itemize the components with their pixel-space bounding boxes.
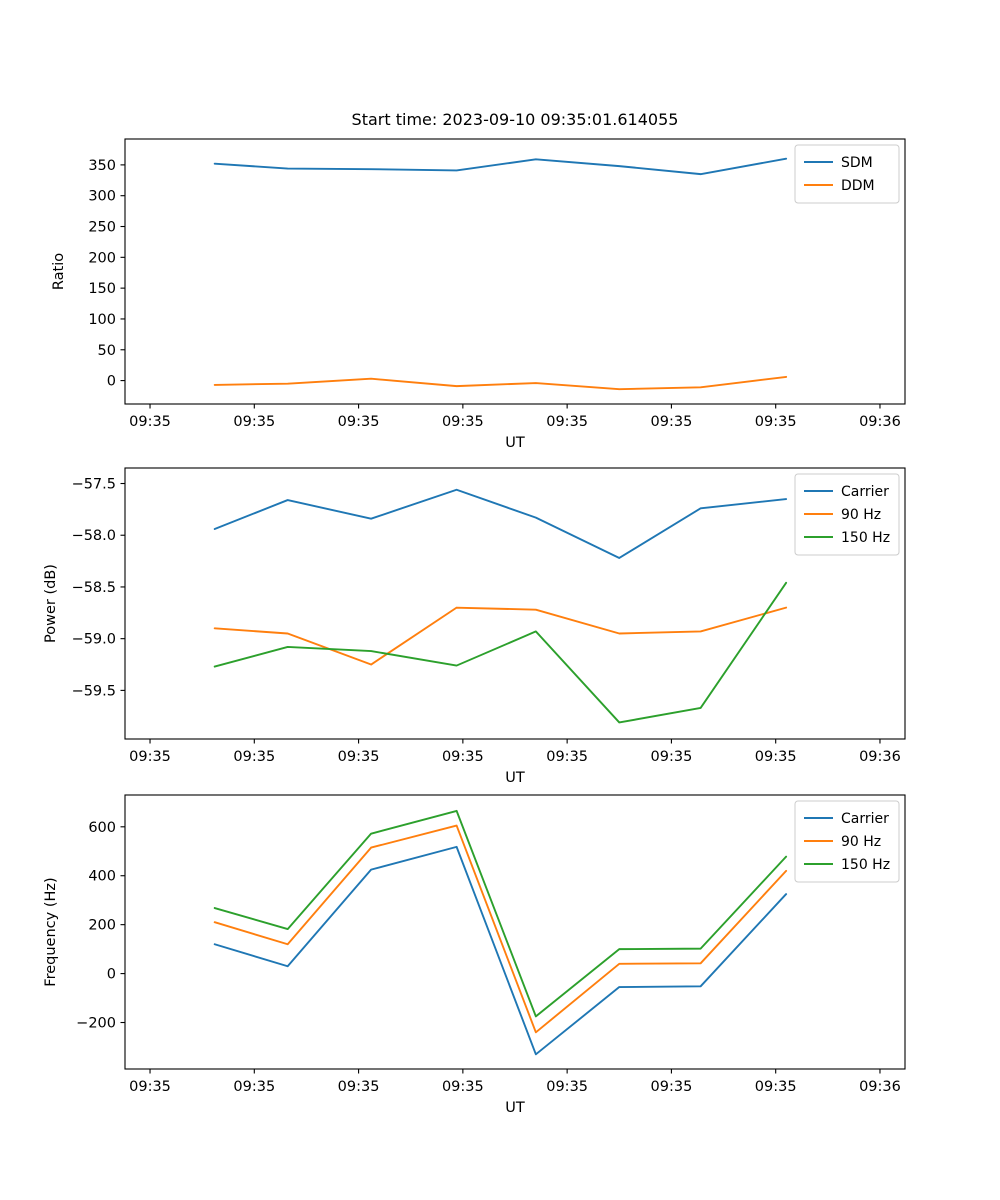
- y-axis-label: Power (dB): [43, 564, 59, 643]
- y-axis-label: Ratio: [51, 253, 67, 290]
- x-tick-label: 09:35: [651, 749, 693, 765]
- legend-label-0: Carrier: [841, 811, 889, 827]
- y-tick-label: 400: [88, 869, 116, 885]
- legend: Carrier 90 Hz 150 Hz: [794, 800, 900, 883]
- series-line-ddm: [213, 375, 788, 391]
- y-tick-label: −57.5: [72, 477, 116, 493]
- x-tick-label: 09:35: [233, 1079, 275, 1095]
- x-tick-label: 09:35: [442, 749, 484, 765]
- axes-spines: [124, 467, 906, 740]
- series-line-150-hz: [213, 581, 788, 724]
- x-tick-label: 09:35: [338, 1079, 380, 1095]
- series-line-90-hz: [213, 606, 788, 666]
- panel-power: 09:35 09:35 09:35 09:35 09:35 09:35 09:35 09:36…: [43, 467, 906, 786]
- x-tick-label: 09:35: [129, 749, 171, 765]
- x-tick-label: 09:35: [755, 1079, 797, 1095]
- legend-label-2: 150 Hz: [841, 857, 890, 873]
- x-tick-label: 09:35: [129, 1079, 171, 1095]
- legend-label-0: SDM: [841, 155, 873, 171]
- x-tick-label: 09:36: [859, 749, 901, 765]
- series-line-carrier: [213, 845, 788, 1056]
- x-axis-label: UT: [505, 1100, 525, 1116]
- x-tick-label: 09:35: [338, 749, 380, 765]
- y-tick-label: 100: [88, 312, 116, 328]
- series-line-150-hz: [213, 809, 788, 1018]
- x-tick-label: 09:36: [859, 1079, 901, 1095]
- y-tick-label: 250: [88, 220, 116, 236]
- legend-box: [794, 473, 900, 556]
- y-tick-label: 150: [88, 281, 116, 297]
- y-axis-label: Frequency (Hz): [43, 877, 59, 986]
- legend-label-1: 90 Hz: [841, 834, 881, 850]
- y-tick-label: 0: [107, 374, 116, 390]
- y-tick-label: 300: [88, 189, 116, 205]
- x-tick-label: 09:35: [129, 414, 171, 430]
- panel-ratio: Start time: 2023-09-10 09:35:01.614055 09…: [51, 110, 906, 451]
- y-tick-label: 50: [98, 343, 116, 359]
- y-tick-label: −58.5: [72, 580, 116, 596]
- y-tick-label: 600: [88, 820, 116, 836]
- y-tick-label: −200: [76, 1016, 116, 1032]
- legend-label-0: Carrier: [841, 484, 889, 500]
- x-tick-label: 09:36: [859, 414, 901, 430]
- series-line-carrier: [213, 488, 788, 559]
- y-tick-label: 200: [88, 918, 116, 934]
- x-tick-label: 09:35: [338, 414, 380, 430]
- x-tick-label: 09:35: [442, 1079, 484, 1095]
- y-tick-label: −59.5: [72, 683, 116, 699]
- axes-spines: [124, 794, 906, 1070]
- legend-label-1: 90 Hz: [841, 507, 881, 523]
- x-tick-label: 09:35: [442, 414, 484, 430]
- x-tick-label: 09:35: [233, 749, 275, 765]
- y-tick-label: 200: [88, 250, 116, 266]
- legend-label-2: 150 Hz: [841, 530, 890, 546]
- legend-box: [794, 800, 900, 883]
- x-tick-label: 09:35: [651, 1079, 693, 1095]
- x-tick-label: 09:35: [546, 749, 588, 765]
- y-tick-label: −59.0: [72, 632, 116, 648]
- plot-title: Start time: 2023-09-10 09:35:01.614055: [352, 110, 679, 129]
- x-tick-label: 09:35: [546, 414, 588, 430]
- legend: Carrier 90 Hz 150 Hz: [794, 473, 900, 556]
- legend-label-1: DDM: [841, 178, 875, 194]
- x-axis-label: UT: [505, 435, 525, 451]
- legend-box: [794, 144, 900, 204]
- y-tick-label: 350: [88, 158, 116, 174]
- x-tick-label: 09:35: [755, 414, 797, 430]
- x-axis-label: UT: [505, 770, 525, 786]
- legend: SDM DDM: [794, 144, 900, 204]
- series-line-sdm: [213, 157, 788, 176]
- x-tick-label: 09:35: [755, 749, 797, 765]
- y-tick-label: −58.0: [72, 528, 116, 544]
- y-tick-label: 0: [107, 967, 116, 983]
- x-tick-label: 09:35: [651, 414, 693, 430]
- series-line-90-hz: [213, 824, 788, 1034]
- x-tick-label: 09:35: [546, 1079, 588, 1095]
- axes-spines: [124, 138, 906, 405]
- panel-frequency: 09:35 09:35 09:35 09:35 09:35 09:35 09:35 09:36…: [43, 794, 906, 1116]
- x-tick-label: 09:35: [233, 414, 275, 430]
